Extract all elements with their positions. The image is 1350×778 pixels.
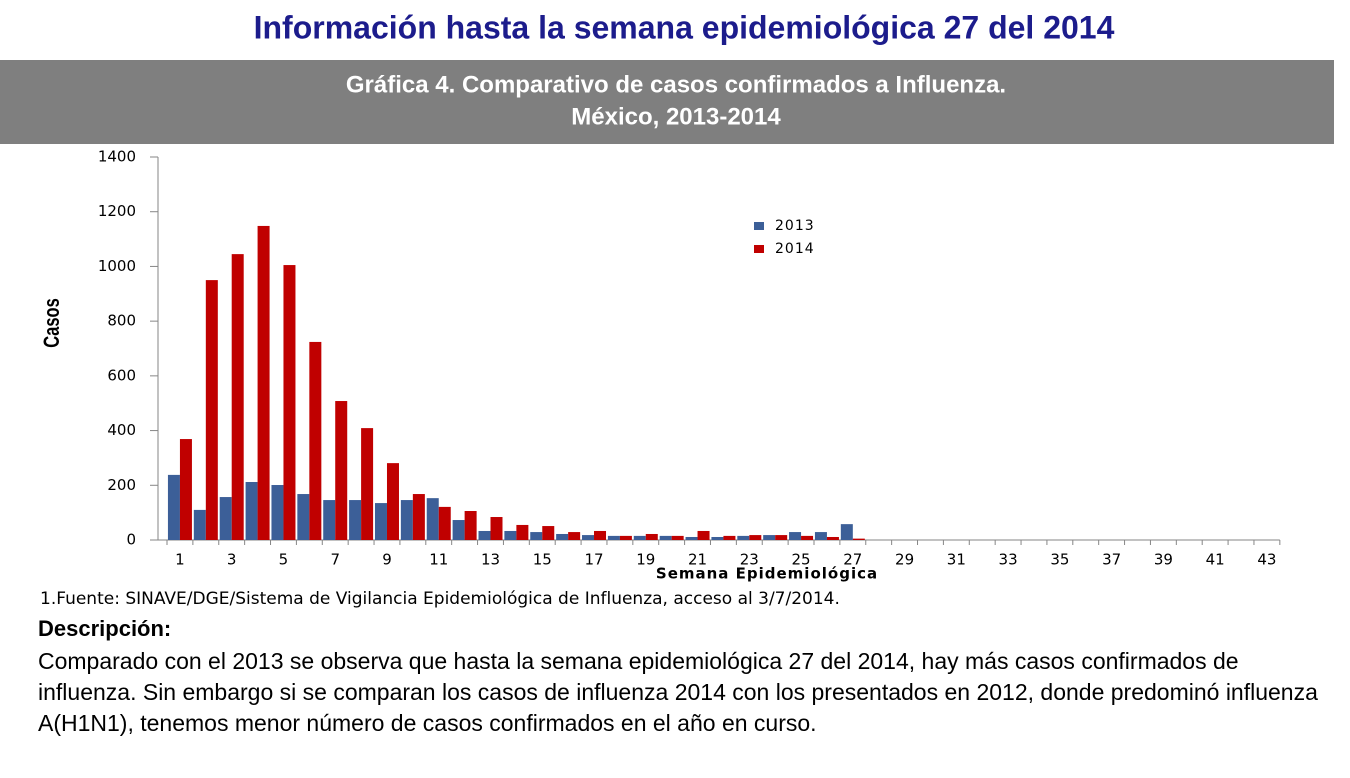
x-tick-label: 29 [895,551,914,569]
x-tick-label: 23 [740,551,759,569]
x-axis-label: Semana Epidemiológica [656,565,878,583]
bar [245,482,258,540]
banner [0,60,1334,144]
bar [749,535,762,540]
x-tick-label: 35 [1050,551,1069,569]
bar [633,535,646,540]
x-tick-label: 25 [792,551,811,569]
bar [438,506,451,540]
chart-subtitle: México, 2013-2014 [571,103,781,130]
y-tick-label: 200 [107,476,136,494]
bar [257,225,270,540]
bar [723,535,736,540]
bar [697,530,710,540]
bar [530,532,543,540]
bar [231,254,244,540]
bar [361,428,374,540]
legend-label: 2013 [775,218,815,234]
x-tick-label: 43 [1257,551,1276,569]
bar [671,535,684,540]
bar [516,524,529,540]
legend-swatch [754,245,764,253]
bar [283,265,296,540]
x-tick-label: 15 [533,551,552,569]
bar [335,401,348,540]
x-tick-label: 3 [227,551,237,569]
x-tick-label: 9 [382,551,392,569]
page-title: Información hasta la semana epidemiológi… [254,9,1115,45]
y-tick-label: 1000 [98,257,136,275]
bar [490,517,503,540]
legend-label: 2014 [775,241,815,257]
bar [309,341,322,540]
bar [205,280,218,540]
bar [193,509,206,540]
x-tick-label: 31 [947,551,966,569]
bar [556,533,569,540]
bar [582,535,595,540]
x-tick-label: 17 [584,551,603,569]
x-tick-label: 39 [1154,551,1173,569]
x-tick-label: 1 [175,551,185,569]
bar [412,494,425,540]
legend-swatch [754,222,764,230]
bar [464,511,477,540]
y-tick-label: 800 [107,312,136,330]
bar [452,520,465,540]
x-tick-label: 27 [843,551,862,569]
bar [504,530,517,540]
x-tick-label: 13 [481,551,500,569]
bar [219,497,232,540]
bar [801,535,814,540]
bar [349,500,362,540]
x-tick-label: 33 [999,551,1018,569]
bar [814,532,827,540]
x-tick-label: 11 [429,551,448,569]
bar [594,530,607,540]
description-text: Comparado con el 2013 se observa que has… [38,648,1318,736]
y-tick-label: 1400 [98,148,136,166]
bar [789,532,802,540]
bar [826,536,839,540]
bar [297,494,310,540]
bar [478,530,491,540]
bar [775,535,788,540]
bar [167,474,180,540]
y-tick-label: 0 [126,531,136,549]
bar [568,532,581,540]
x-tick-label: 5 [279,551,289,569]
bar [400,500,413,540]
bar [685,536,698,540]
bar [607,535,620,540]
y-tick-label: 1200 [98,202,136,220]
bar [323,500,336,540]
bar [374,503,387,540]
bar [542,526,555,540]
x-tick-label: 7 [330,551,340,569]
bar [179,439,192,540]
bar [426,498,439,540]
x-tick-label: 41 [1206,551,1225,569]
bar [619,535,632,540]
bar [659,535,672,540]
bar [711,536,724,540]
description-heading: Descripción: [38,616,172,641]
bar [763,535,776,540]
x-tick-label: 19 [636,551,655,569]
bar [645,533,658,540]
bar [852,538,865,540]
source-note: 1.Fuente: SINAVE/DGE/Sistema de Vigilanc… [40,589,840,609]
y-axis-label: Casos [40,298,65,348]
bar [271,485,284,540]
bar [840,524,853,540]
bar [386,463,399,540]
chart-title: Gráfica 4. Comparativo de casos confirma… [346,71,1006,98]
y-tick-label: 400 [107,421,136,439]
x-tick-label: 37 [1102,551,1121,569]
x-tick-label: 21 [688,551,707,569]
y-tick-label: 600 [107,366,136,384]
bar [737,535,750,540]
